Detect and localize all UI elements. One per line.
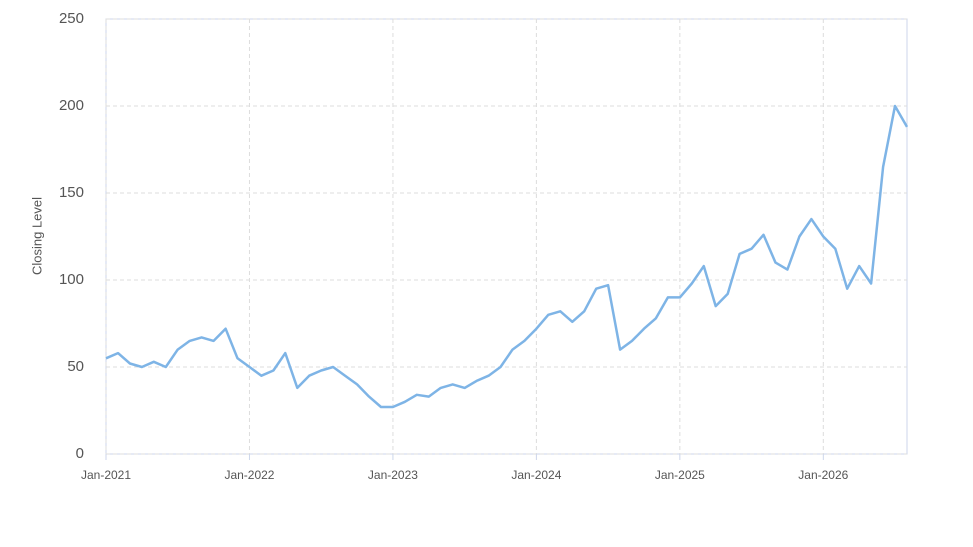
y-axis-label: Closing Level (29, 197, 44, 275)
y-tick-label: 200 (59, 97, 84, 114)
y-tick-label: 50 (67, 358, 84, 375)
x-tick-label: Jan-2021 (81, 468, 131, 482)
y-tick-label: 0 (76, 445, 84, 462)
x-tick-label: Jan-2025 (655, 468, 705, 482)
x-tick-label: Jan-2024 (511, 468, 561, 482)
x-tick-label: Jan-2026 (798, 468, 848, 482)
x-tick-label: Jan-2022 (224, 468, 274, 482)
line-series (105, 104, 909, 409)
y-tick-label: 100 (59, 271, 84, 288)
y-tick-label: 250 (59, 10, 84, 27)
y-tick-label: 150 (59, 184, 84, 201)
x-tick-label: Jan-2023 (368, 468, 418, 482)
plot-frame (105, 18, 908, 455)
